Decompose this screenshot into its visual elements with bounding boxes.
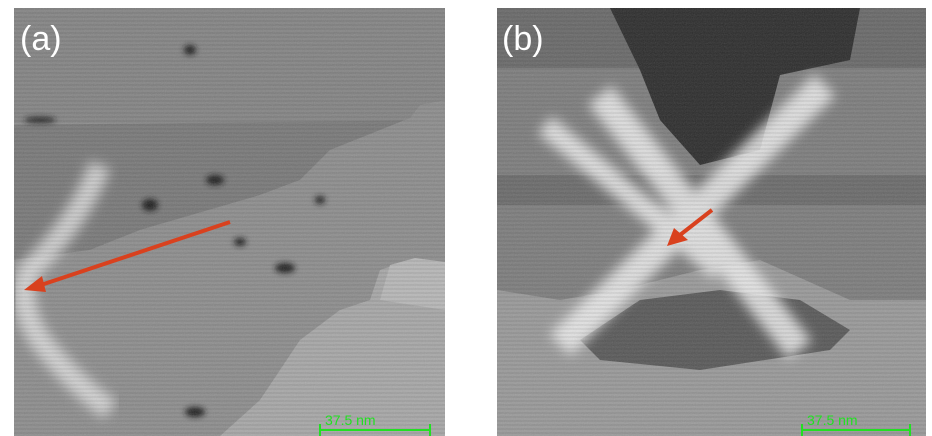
scale-bar-label: 37.5 nm <box>325 412 376 428</box>
panel-label: (a) <box>20 20 62 58</box>
page: (a) 37.5 nm (b) 37.5 nm (() => { const d… <box>0 0 932 436</box>
panel-label: (b) <box>502 20 544 58</box>
figure: (a) 37.5 nm (b) 37.5 nm <box>0 0 932 436</box>
panel-b <box>497 8 926 436</box>
scale-bar-label: 37.5 nm <box>807 412 858 428</box>
